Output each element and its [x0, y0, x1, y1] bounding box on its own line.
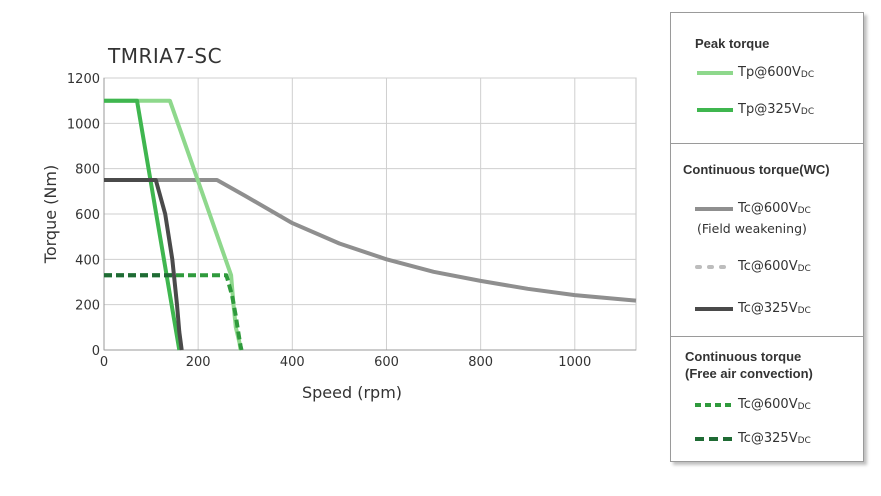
y-tick-label: 600	[75, 208, 100, 223]
series-line-tc-600vdc-free-air	[104, 273, 244, 351]
series-line-tc-325vdc	[104, 178, 184, 351]
y-tick-label: 200	[75, 299, 100, 314]
y-axis-label: Torque (Nm)	[41, 165, 60, 264]
legend-peak-heading: Peak torque	[695, 36, 770, 51]
legend-swatch-tc325	[695, 306, 733, 311]
legend-item-tc325: Tc@325V DC	[693, 301, 811, 316]
legend-swatch-tp600	[697, 70, 733, 75]
x-tick-label: 800	[468, 355, 493, 370]
legend-fac-heading: Continuous torque (Free air convection)	[685, 349, 813, 381]
legend-item-tc325-fac: Tc@325V DC	[693, 431, 811, 446]
legend-box: Peak torque Tp@600V DC Tp@325V DC Continuo…	[670, 12, 864, 462]
y-tick-label: 0	[92, 344, 100, 359]
legend-divider	[671, 336, 863, 337]
legend-item-tc600-fac: Tc@600V DC	[693, 397, 811, 412]
legend-item-tp600: Tp@600V DC	[695, 65, 814, 80]
series-line-tp-325vdc	[104, 98, 182, 351]
legend-wc-heading: Continuous torque(WC)	[683, 162, 830, 177]
x-tick-label: 0	[100, 355, 108, 370]
y-tick-label: 1200	[67, 72, 100, 87]
x-tick-label: 200	[186, 355, 211, 370]
legend-item-tc600-fw: Tc@600V DC	[693, 201, 811, 216]
legend-swatch-tp325	[697, 107, 733, 112]
legend-swatch-tc600-fac	[695, 402, 733, 407]
legend-swatch-tc600-fw	[695, 206, 733, 211]
legend-swatch-tc600-dotted	[695, 264, 735, 269]
x-tick-label: 400	[280, 355, 305, 370]
x-axis-label: Speed (rpm)	[302, 383, 402, 402]
legend-divider	[671, 143, 863, 144]
legend-swatch-tc325-fac	[695, 436, 733, 441]
y-tick-label: 800	[75, 163, 100, 178]
y-tick-label: 1000	[67, 117, 100, 132]
chart-title: TMRIA7-SC	[108, 44, 223, 68]
x-tick-label: 600	[374, 355, 399, 370]
legend-item-tc600-dotted: Tc@600V DC	[693, 259, 811, 274]
y-tick-label: 400	[75, 253, 100, 268]
x-tick-label: 1000	[558, 355, 591, 370]
series-line-tc-600vdc-field-weakening	[104, 178, 637, 303]
series-line-tp-600vdc	[104, 98, 243, 351]
legend-note-field-weakening: (Field weakening)	[697, 221, 807, 236]
legend-item-tp325: Tp@325V DC	[695, 102, 814, 117]
